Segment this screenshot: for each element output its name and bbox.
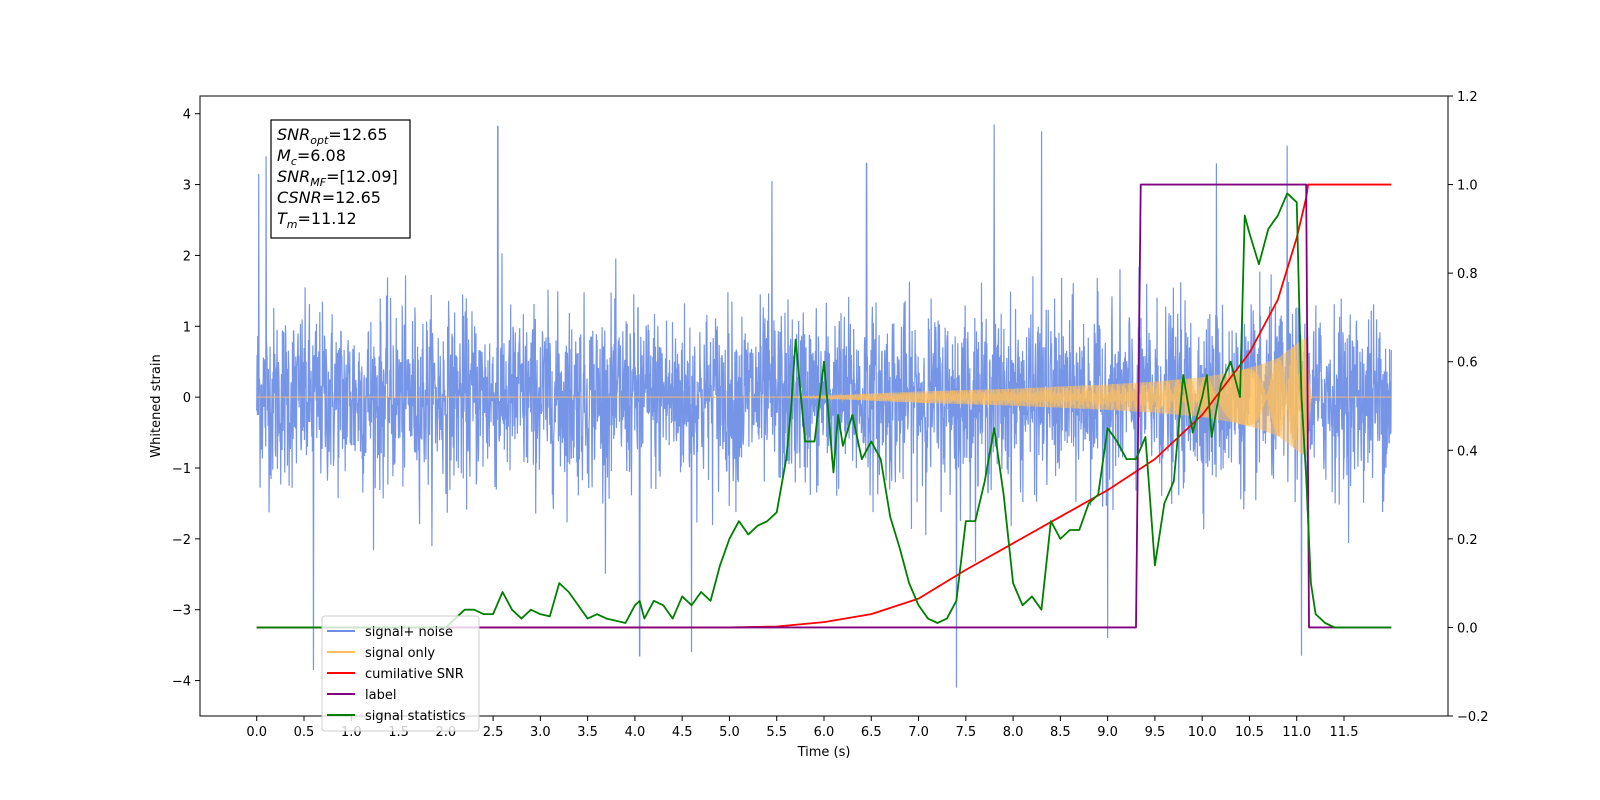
annotation-line: Tm=11.12 xyxy=(277,209,357,231)
x-tick-label: 8.0 xyxy=(1003,725,1024,740)
x-tick-label: 4.0 xyxy=(625,725,646,740)
y-tick-label-left: −4 xyxy=(172,675,191,690)
x-tick-label: 10.0 xyxy=(1188,725,1217,740)
annotation-line: SNRopt=12.65 xyxy=(277,125,388,147)
y-tick-label-left: −2 xyxy=(172,533,191,548)
y-tick-label-left: 4 xyxy=(183,108,191,123)
x-tick-label: 9.0 xyxy=(1097,725,1118,740)
x-tick-label: 6.0 xyxy=(814,725,835,740)
axis-ticks: 0.0 0.5 1.0 1.5 2.0 2.5 3.0 3.5 4.0 4.5 5.0 5.5 6.0 6… xyxy=(172,90,1489,740)
annotation-line: CSNR=12.65 xyxy=(277,188,381,207)
annotation-frame xyxy=(270,119,411,239)
series-signal-noise xyxy=(256,124,1392,688)
series-label xyxy=(256,183,1392,629)
annotation-box: SNRopt=12.65Mc=6.08SNRMF=[12.09]CSNR=12.… xyxy=(270,119,411,239)
y-tick-label-right: 0.8 xyxy=(1457,267,1478,282)
x-tick-label: 5.0 xyxy=(719,725,740,740)
y-tick-label-right: 0.4 xyxy=(1457,444,1478,459)
x-tick-label: 5.5 xyxy=(766,725,787,740)
y-tick-label-left: −3 xyxy=(172,604,191,619)
x-tick-label: 4.5 xyxy=(672,725,693,740)
y-tick-label-left: 2 xyxy=(183,249,191,264)
y-tick-label-left: 0 xyxy=(183,391,191,406)
y-tick-label-right: 0.2 xyxy=(1457,533,1478,548)
y-tick-label-left: 1 xyxy=(183,320,191,335)
series-signal-only xyxy=(256,336,1392,458)
x-tick-label: 3.5 xyxy=(577,725,598,740)
x-tick-label: 7.5 xyxy=(955,725,976,740)
legend-frame xyxy=(321,615,480,732)
legend-label: signal statistics xyxy=(365,709,466,724)
y-axis-label: Whitened strain xyxy=(149,354,164,457)
y-tick-label-left: 3 xyxy=(183,179,191,194)
series-signal-statistics xyxy=(256,192,1392,629)
y-tick-label-right: −0.2 xyxy=(1457,710,1489,725)
x-tick-label: 9.5 xyxy=(1145,725,1166,740)
plot-area xyxy=(256,124,1392,688)
y-tick-label-right: 0.6 xyxy=(1457,356,1478,371)
x-tick-label: 8.5 xyxy=(1050,725,1071,740)
x-tick-label: 3.0 xyxy=(530,725,551,740)
legend-label: signal only xyxy=(365,646,435,661)
x-tick-label: 7.0 xyxy=(908,725,929,740)
legend: signal+ noise signal only cumilative SNR la… xyxy=(321,615,480,732)
x-tick-label: 11.5 xyxy=(1330,725,1359,740)
x-tick-label: 10.5 xyxy=(1235,725,1264,740)
legend-label: signal+ noise xyxy=(365,625,453,640)
y-tick-label-right: 1.0 xyxy=(1457,179,1478,194)
annotation-line: SNRMF=[12.09] xyxy=(277,167,398,189)
x-tick-label: 11.0 xyxy=(1282,725,1311,740)
y-tick-label-right: 1.2 xyxy=(1457,90,1478,105)
x-tick-label: 0.5 xyxy=(294,725,315,740)
x-tick-label: 2.5 xyxy=(483,725,504,740)
legend-label: label xyxy=(365,688,396,703)
y-tick-label-left: −1 xyxy=(172,462,191,477)
annotation-line: Mc=6.08 xyxy=(277,146,346,168)
y-tick-label-right: 0.0 xyxy=(1457,621,1478,636)
legend-label: cumilative SNR xyxy=(365,667,464,682)
x-tick-label: 6.5 xyxy=(861,725,882,740)
x-axis-label: Time (s) xyxy=(797,745,851,760)
x-tick-label: 0.0 xyxy=(246,725,267,740)
